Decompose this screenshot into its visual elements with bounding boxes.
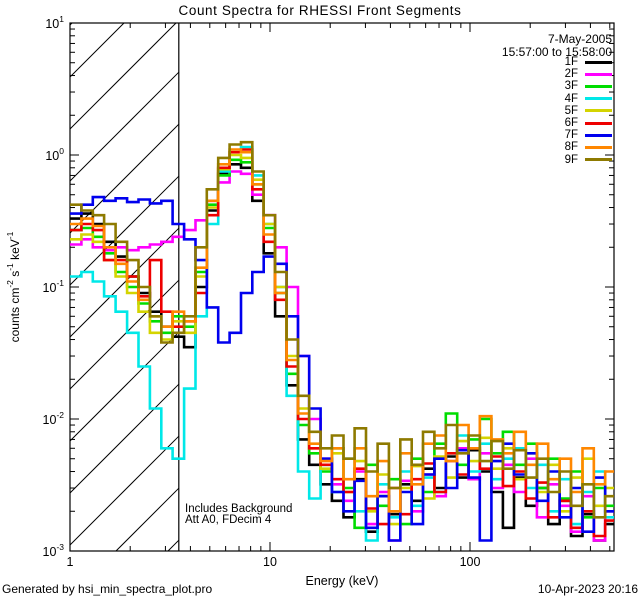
legend-row: 5F xyxy=(565,105,612,117)
x-axis-label: Energy (keV) xyxy=(305,574,379,588)
legend-color-line xyxy=(585,133,612,137)
legend-label: 3F xyxy=(564,80,578,93)
legend-label: 1F xyxy=(564,56,578,69)
hatched-attenuated-region xyxy=(69,22,180,552)
series-3F-curve xyxy=(70,158,614,530)
y-tick-label: 10-3 xyxy=(42,542,64,560)
legend-color-line xyxy=(585,60,612,64)
legend-row: 7F xyxy=(565,129,612,141)
legend-row: 2F xyxy=(565,68,612,80)
legend-label: 2F xyxy=(564,68,578,81)
observation-date: 7-May-2005 xyxy=(547,32,612,46)
series-6F-curve xyxy=(70,148,614,538)
generated-by-text: Generated by hsi_min_spectra_plot.pro xyxy=(2,582,213,596)
legend-color-line xyxy=(585,72,612,76)
legend-color-line xyxy=(585,158,612,162)
chart-title: Count Spectra for RHESSI Front Segments xyxy=(178,3,462,18)
series-2F-curve xyxy=(70,170,614,542)
y-tick-label: 10-1 xyxy=(42,278,64,296)
axes-frame xyxy=(69,22,615,552)
legend-color-line xyxy=(585,145,612,149)
generated-timestamp: 10-Apr-2023 20:16 xyxy=(537,582,638,596)
legend-color-line xyxy=(585,97,612,101)
legend-color-line xyxy=(585,109,612,113)
x-tick-label: 1 xyxy=(66,555,74,569)
y-tick-label: 10-2 xyxy=(42,410,64,428)
series-8F-curve xyxy=(70,148,614,513)
legend-row: 4F xyxy=(565,93,612,105)
series-9F-curve xyxy=(70,140,614,519)
legend-label: 4F xyxy=(564,92,578,105)
observation-time-range: 15:57:00 to 15:58:00 xyxy=(501,45,612,59)
legend-label: 8F xyxy=(564,141,578,154)
legend-color-line xyxy=(585,121,612,125)
legend-row: 3F xyxy=(565,80,612,92)
series-5F-curve xyxy=(70,153,614,526)
legend: 1F 2F 3F 4F 5F 6F 7F 8F 9F xyxy=(565,56,612,166)
legend-label: 7F xyxy=(564,129,578,142)
axis-ticks xyxy=(69,22,614,552)
legend-row: 9F xyxy=(565,154,612,166)
legend-row: 8F xyxy=(565,141,612,153)
x-tick-label: 100 xyxy=(459,555,481,569)
y-tick-label: 101 xyxy=(45,14,64,32)
legend-label: 9F xyxy=(564,153,578,166)
legend-row: 1F xyxy=(565,56,612,68)
legend-label: 5F xyxy=(564,104,578,117)
x-tick-label: 10 xyxy=(263,555,277,569)
annotation-includes-background: Includes Background xyxy=(185,503,293,515)
y-tick-label: 100 xyxy=(45,146,64,164)
series-7F-curve xyxy=(70,195,614,542)
annotation-attenuator-state: Att A0, FDecim 4 xyxy=(185,514,272,526)
legend-label: 6F xyxy=(564,117,578,130)
legend-row: 6F xyxy=(565,117,612,129)
legend-color-line xyxy=(585,84,612,88)
